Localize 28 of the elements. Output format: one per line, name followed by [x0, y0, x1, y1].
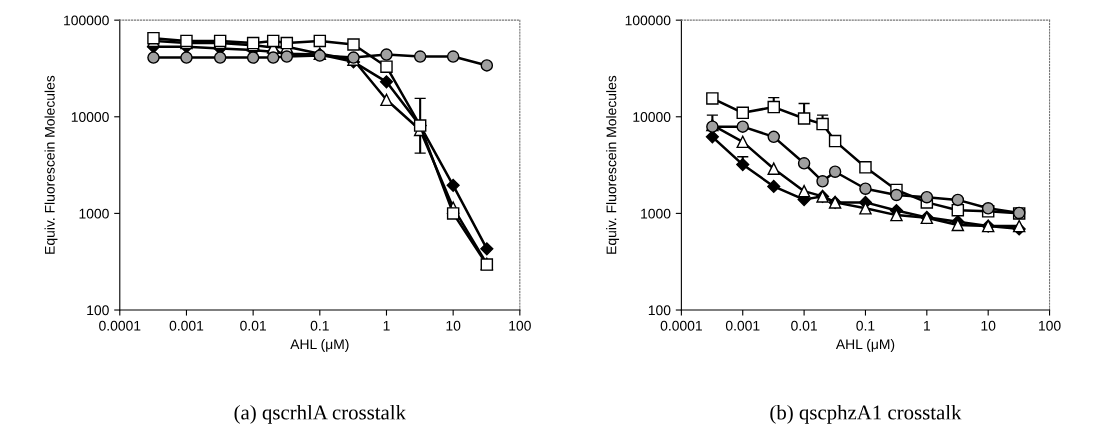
x-tick-label: 100 — [509, 320, 531, 331]
x-tick-label: 0.0001 — [660, 320, 702, 331]
x-tick-label: 0.0001 — [99, 320, 141, 331]
y-tick-label: 100 — [87, 305, 109, 316]
y-tick-label: 100 — [648, 305, 671, 316]
y-tick-label: 1000 — [79, 208, 109, 219]
x-tick-label: 1 — [383, 320, 390, 331]
x-tick-label: 10 — [446, 320, 461, 331]
x-tick-label: 0.1 — [856, 320, 875, 331]
y-tick-label: 100000 — [625, 15, 671, 26]
y-axis-title: Equiv. Fluorescein Molecules — [606, 75, 620, 254]
y-axis-title: Equiv. Fluorescein Molecules — [44, 75, 58, 254]
x-axis-title: AHL (μM) — [835, 338, 895, 352]
x-tick-label: 0.001 — [725, 320, 760, 331]
x-tick-label: 10 — [981, 320, 996, 331]
x-axis-title: AHL (μM) — [290, 338, 349, 352]
x-tick-label: 0.001 — [169, 320, 204, 331]
text: (b) qscphzA1 crosstalk — [770, 404, 962, 424]
text: (a) qscrhlA crosstalk — [234, 404, 407, 424]
y-tick-label: 1000 — [641, 208, 671, 219]
x-tick-label: 100 — [1039, 320, 1061, 331]
x-tick-label: 0.01 — [791, 320, 817, 331]
y-tick-label: 10000 — [71, 112, 109, 122]
y-tick-label: 100000 — [64, 15, 109, 26]
x-tick-label: 1 — [924, 320, 931, 331]
x-tick-label: 0.01 — [240, 320, 266, 331]
x-tick-label: 0.1 — [310, 320, 329, 331]
y-tick-label: 10000 — [633, 112, 671, 122]
